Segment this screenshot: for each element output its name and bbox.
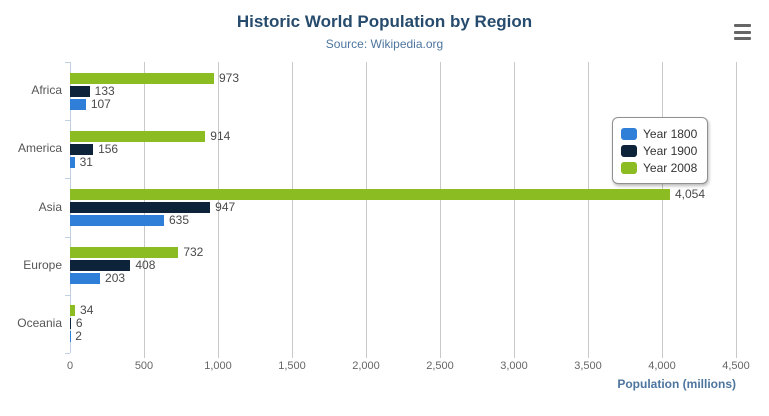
context-menu-button[interactable] [732, 22, 756, 42]
x-gridline [218, 62, 219, 358]
x-gridline [662, 62, 663, 358]
bar[interactable] [70, 143, 94, 155]
y-axis-tick [65, 120, 70, 122]
category-label: Oceania [17, 315, 62, 330]
x-tick-label: 2,000 [352, 360, 380, 372]
legend-label: Year 1800 [643, 126, 698, 141]
x-tick-label: 3,500 [574, 360, 602, 372]
bar[interactable] [70, 215, 164, 226]
category-label: America [17, 141, 62, 156]
y-axis-tick [65, 178, 70, 180]
data-label: 34 [80, 303, 94, 318]
x-tick-label: 4,000 [648, 360, 676, 372]
y-axis-tick [65, 236, 70, 238]
chart-subtitle: Source: Wikipedia.org [325, 37, 444, 51]
bar[interactable] [70, 72, 214, 84]
legend-item[interactable]: Year 2008 [621, 159, 697, 176]
data-label: 2 [75, 329, 82, 344]
x-tick-label: 3,000 [500, 360, 528, 372]
x-gridline [588, 62, 589, 358]
y-axis-tick [65, 294, 70, 296]
x-gridline [366, 62, 367, 358]
x-tick-label: 2,500 [426, 360, 454, 372]
bar[interactable] [70, 247, 179, 259]
legend-swatch-icon [621, 127, 637, 140]
x-tick-label: 0 [66, 360, 74, 372]
bar[interactable] [70, 202, 211, 213]
data-label: 107 [90, 96, 111, 111]
bar[interactable] [70, 85, 90, 97]
hamburger-icon [734, 30, 751, 34]
y-axis-tick [65, 62, 70, 63]
data-label: 973 [219, 70, 240, 85]
bar[interactable] [70, 273, 101, 285]
bar[interactable] [70, 305, 76, 317]
x-tick-label: 1,000 [204, 360, 232, 372]
bar[interactable] [70, 130, 206, 142]
x-gridline [292, 62, 293, 358]
data-label: 914 [210, 128, 231, 143]
x-gridline [736, 62, 737, 358]
legend-label: Year 2008 [643, 160, 698, 175]
data-label: 133 [94, 83, 115, 98]
x-gridline [514, 62, 515, 358]
bar[interactable] [70, 189, 670, 200]
category-label: Asia [38, 199, 62, 214]
data-label: 4,054 [674, 187, 706, 201]
bar[interactable] [70, 156, 75, 168]
bar[interactable] [70, 260, 131, 272]
bar[interactable] [70, 318, 71, 330]
legend-item[interactable]: Year 1800 [621, 125, 697, 142]
legend-swatch-icon [621, 144, 637, 157]
hamburger-icon [734, 37, 751, 40]
x-tick-label: 4,500 [722, 360, 750, 372]
category-label: Africa [31, 83, 62, 98]
data-label: 732 [183, 245, 204, 260]
legend: Year 1800 Year 1900 Year 2008 [612, 117, 709, 184]
data-label: 6 [75, 316, 83, 331]
data-label: 156 [98, 141, 119, 156]
chart-title: Historic World Population by Region [236, 12, 533, 31]
y-axis-tick [65, 353, 70, 354]
category-label: Europe [23, 257, 62, 272]
bar[interactable] [70, 98, 86, 110]
data-label: 31 [79, 154, 93, 169]
legend-label: Year 1900 [643, 143, 698, 158]
x-gridline [440, 62, 441, 358]
data-label: 408 [135, 258, 156, 273]
x-axis-title: Population (millions) [617, 377, 736, 391]
data-label: 947 [215, 200, 236, 214]
x-tick-label: 1,500 [278, 360, 306, 372]
data-label: 203 [105, 271, 126, 286]
hamburger-icon [734, 24, 751, 27]
data-label: 635 [168, 213, 189, 227]
legend-swatch-icon [621, 161, 637, 174]
legend-item[interactable]: Year 1900 [621, 142, 697, 159]
x-tick-label: 500 [134, 360, 154, 372]
